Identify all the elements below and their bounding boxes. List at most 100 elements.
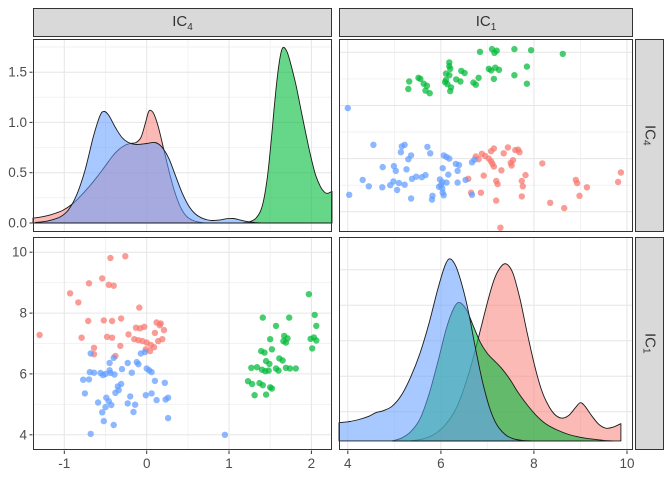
data-point [440,152,447,159]
data-point [111,371,118,378]
data-point [114,383,122,390]
facet-strip-right-bottom: IC1 [635,237,664,450]
strip-label: IC1 [640,333,659,354]
facet-strip-top-right: IC1 [339,8,633,37]
x-axis-tick-label: -1 [58,456,70,471]
data-point [124,359,131,367]
data-point [509,157,517,164]
data-point [251,392,258,399]
data-point [518,177,525,185]
data-point [477,189,485,196]
data-point [279,357,286,364]
data-point [153,396,160,404]
strip-label: IC4 [640,125,659,146]
data-point [407,152,415,159]
data-point [282,339,290,346]
data-point [307,335,314,343]
data-point [78,334,85,341]
data-point [102,403,109,411]
data-point [107,254,114,262]
data-point [311,311,318,319]
panel-border [339,39,633,232]
data-point [130,408,137,416]
data-point [148,368,155,376]
data-point [539,160,546,167]
data-point [108,334,116,341]
data-point [446,59,453,66]
data-point [422,87,429,94]
data-point [259,314,266,321]
data-point [344,104,351,112]
data-point [500,150,507,157]
data-point [547,199,554,206]
data-point [313,337,320,344]
data-point [418,174,425,181]
data-point [268,346,276,353]
data-point [617,169,625,176]
data-point [125,331,132,338]
data-point [445,171,452,178]
data-point [398,143,405,150]
data-point [309,345,316,352]
panel-border [33,39,332,232]
density-area-blue [338,258,533,442]
x-axis-tick-label: 8 [530,456,538,471]
scatter-points-red [465,144,625,231]
data-point [392,167,399,175]
data-point [142,392,149,399]
data-point [135,361,142,368]
panel-border [33,237,332,450]
data-point [435,183,443,190]
data-point [286,314,293,321]
data-point [81,390,89,397]
data-point [365,183,372,190]
facet-strip-right-top: IC4 [635,39,664,232]
data-point [480,172,487,179]
data-point [511,72,518,79]
data-point [128,369,135,376]
data-point [413,173,420,180]
data-point [90,369,98,376]
data-point [117,315,125,322]
data-point [313,322,320,330]
data-point [150,344,158,351]
data-point [523,80,531,87]
data-point [485,65,492,73]
data-point [259,382,266,389]
data-point [424,143,431,151]
data-point [453,76,460,83]
data-point [100,317,108,324]
data-point [85,280,93,287]
data-point [379,163,386,171]
y-axis-tick-label: 8 [19,306,27,321]
data-point [454,167,461,175]
data-point [491,49,498,56]
data-point [476,48,484,55]
data-point [148,390,155,397]
data-point [518,193,525,200]
data-point [94,399,102,406]
data-point [131,401,139,408]
y-axis-tick-label: 0.0 [8,216,27,231]
data-point [151,377,159,385]
data-point [471,156,478,163]
data-point [478,150,485,157]
data-point [514,146,522,153]
data-point [286,365,294,372]
data-point [265,367,272,374]
data-point [475,74,482,82]
data-point [103,333,111,340]
data-point [427,150,434,157]
data-point [159,336,166,343]
data-point [415,74,422,82]
data-point [292,365,299,372]
data-point [359,176,366,184]
data-point [110,354,117,361]
data-point [151,329,159,337]
x-axis-tick-label: 2 [308,456,316,471]
data-point [122,253,129,260]
panel-bottom-left-scatter [33,237,332,450]
data-point [614,178,622,186]
data-point [522,171,529,179]
data-point [583,184,591,191]
